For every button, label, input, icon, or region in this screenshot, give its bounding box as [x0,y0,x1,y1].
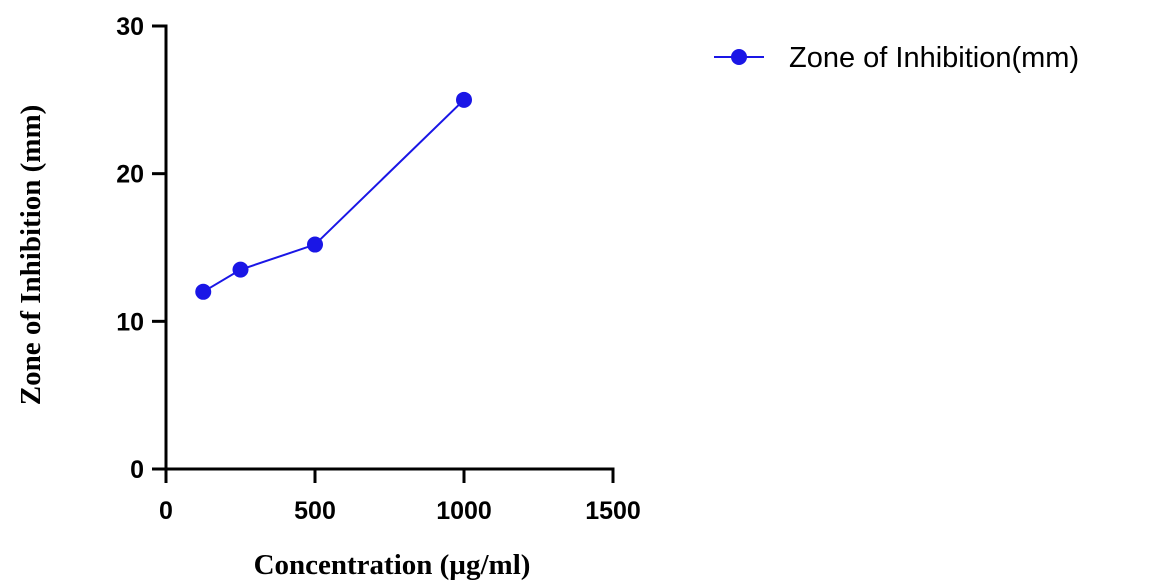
x-tick-label: 1000 [436,497,492,525]
series-line [202,99,465,293]
legend-marker-icon [731,49,747,65]
x-ticks: 0 500 1000 1500 [159,469,641,525]
y-tick-label: 30 [116,13,144,41]
data-point [456,91,472,108]
x-tick-label: 0 [159,497,173,525]
legend-label: Zone of Inhibition(mm) [789,42,1079,74]
y-tick-label: 0 [130,456,144,484]
y-axis-title: Zone of Inhibition (mm) [15,105,47,406]
data-point [232,261,249,278]
x-tick-label: 500 [294,497,336,525]
y-tick-label: 10 [116,308,144,336]
x-axis-title: Concentration (µg/ml) [254,549,531,581]
series-layer [195,91,472,300]
axes [164,24,615,471]
y-tick-label: 20 [116,161,144,189]
x-tick-label: 1500 [585,497,641,525]
y-ticks: 0 10 20 30 [116,13,166,484]
legend: Zone of Inhibition(mm) [714,42,1079,74]
data-point [195,283,212,300]
data-point [307,236,323,253]
